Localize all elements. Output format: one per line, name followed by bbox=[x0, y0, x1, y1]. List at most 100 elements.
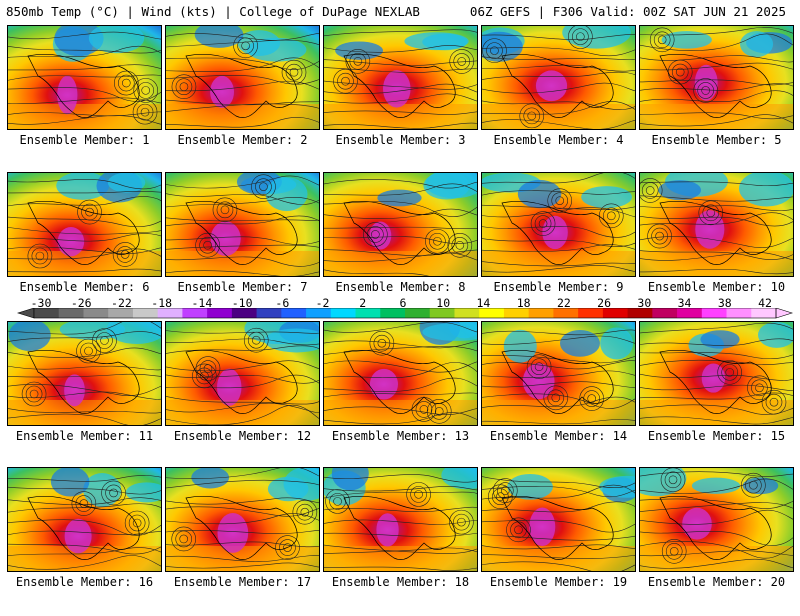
ensemble-member-label: Ensemble Member: 9 bbox=[493, 280, 624, 294]
colorbar-bin bbox=[256, 308, 282, 318]
colorbar-bin bbox=[380, 308, 406, 318]
colorbar-bin bbox=[677, 308, 703, 318]
colorbar-bin bbox=[231, 308, 258, 318]
temperature-map bbox=[7, 25, 162, 130]
colorbar-tick-label: -18 bbox=[151, 296, 173, 310]
colorbar-bin bbox=[751, 308, 777, 318]
ensemble-panel: Ensemble Member: 12 bbox=[165, 321, 320, 470]
ensemble-panel: Ensemble Member: 8 bbox=[323, 172, 478, 321]
ensemble-member-label: Ensemble Member: 7 bbox=[177, 280, 308, 294]
ensemble-member-label: Ensemble Member: 17 bbox=[173, 575, 312, 589]
temperature-map bbox=[639, 172, 794, 277]
colorbar-bin bbox=[34, 308, 60, 318]
colorbar-tick-label: -14 bbox=[191, 296, 213, 310]
colorbar-bin bbox=[479, 308, 505, 318]
ensemble-panel: Ensemble Member: 4 bbox=[481, 25, 636, 174]
colorbar-bin bbox=[330, 308, 357, 318]
colorbar-bin bbox=[652, 308, 678, 318]
temperature-map bbox=[323, 172, 478, 277]
ensemble-panel: Ensemble Member: 9 bbox=[481, 172, 636, 321]
ensemble-member-label: Ensemble Member: 19 bbox=[489, 575, 628, 589]
ensemble-member-label: Ensemble Member: 2 bbox=[177, 133, 308, 147]
colorbar-bin bbox=[429, 308, 455, 318]
temperature-map bbox=[323, 25, 478, 130]
header: 850mb Temp (°C) | Wind (kts) | College o… bbox=[0, 0, 800, 24]
colorbar-bin bbox=[602, 308, 629, 318]
temperature-map bbox=[481, 321, 636, 426]
colorbar-bin bbox=[157, 308, 183, 318]
ensemble-panel: Ensemble Member: 17 bbox=[165, 467, 320, 616]
colorbar-tick-label: 14 bbox=[476, 296, 491, 310]
colorbar-bin bbox=[132, 308, 159, 318]
temperature-map bbox=[481, 467, 636, 572]
ensemble-panel: Ensemble Member: 20 bbox=[639, 467, 794, 616]
colorbar-tick-label: 42 bbox=[758, 296, 772, 310]
temperature-map bbox=[165, 172, 320, 277]
colorbar-tick-label: 38 bbox=[717, 296, 732, 310]
colorbar-tick-label: 2 bbox=[359, 296, 367, 310]
temperature-map bbox=[639, 467, 794, 572]
ensemble-panel: Ensemble Member: 5 bbox=[639, 25, 794, 174]
ensemble-member-label: Ensemble Member: 15 bbox=[647, 429, 786, 443]
temperature-map bbox=[481, 172, 636, 277]
colorbar-right-arrow bbox=[775, 308, 794, 319]
colorbar-bin bbox=[528, 308, 554, 318]
colorbar-bin bbox=[503, 308, 530, 318]
map-title: 850mb Temp (°C) | Wind (kts) | College o… bbox=[6, 4, 420, 19]
colorbar-tick-label: -10 bbox=[231, 296, 253, 310]
colorbar-tick-label: -22 bbox=[111, 296, 132, 310]
ensemble-member-label: Ensemble Member: 8 bbox=[335, 280, 466, 294]
ensemble-member-label: Ensemble Member: 4 bbox=[493, 133, 624, 147]
ensemble-panel: Ensemble Member: 3 bbox=[323, 25, 478, 174]
colorbar-bin bbox=[83, 308, 109, 318]
colorbar-bin bbox=[726, 308, 752, 318]
ensemble-panel: Ensemble Member: 2 bbox=[165, 25, 320, 174]
ensemble-panel: Ensemble Member: 13 bbox=[323, 321, 478, 470]
colorbar-tick-label: 18 bbox=[516, 296, 531, 310]
temperature-map bbox=[165, 467, 320, 572]
temperature-map bbox=[7, 467, 162, 572]
temperature-colorbar: -30 -26 -22 -18 -14 -10 -6 -2 2 6 10 14 18 22 26 30 34 38… bbox=[0, 296, 800, 322]
temperature-map bbox=[165, 25, 320, 130]
colorbar-bin bbox=[207, 308, 233, 318]
temperature-map bbox=[481, 25, 636, 130]
colorbar-bin bbox=[306, 308, 332, 318]
ensemble-panel: Ensemble Member: 11 bbox=[7, 321, 162, 470]
ensemble-member-label: Ensemble Member: 1 bbox=[19, 133, 150, 147]
colorbar-tick-label: -6 bbox=[275, 296, 290, 310]
colorbar-tick-label: 6 bbox=[399, 296, 407, 310]
colorbar-tick-label: -26 bbox=[70, 296, 92, 310]
colorbar-tick-label: 22 bbox=[556, 296, 571, 310]
colorbar-bin bbox=[108, 308, 134, 318]
colorbar-tick-label: 26 bbox=[597, 296, 612, 310]
temperature-map bbox=[165, 321, 320, 426]
ensemble-member-label: Ensemble Member: 6 bbox=[19, 280, 150, 294]
temperature-map bbox=[639, 25, 794, 130]
ensemble-panel: Ensemble Member: 19 bbox=[481, 467, 636, 616]
ensemble-panel: Ensemble Member: 14 bbox=[481, 321, 636, 470]
ensemble-member-label: Ensemble Member: 11 bbox=[15, 429, 154, 443]
colorbar-tick-label: -30 bbox=[30, 296, 52, 310]
ensemble-panel: Ensemble Member: 1 bbox=[7, 25, 162, 174]
ensemble-member-label: Ensemble Member: 16 bbox=[15, 575, 154, 589]
temperature-map bbox=[7, 172, 162, 277]
ensemble-member-label: Ensemble Member: 3 bbox=[335, 133, 466, 147]
colorbar-bin bbox=[58, 308, 84, 318]
ensemble-panel: Ensemble Member: 18 bbox=[323, 467, 478, 616]
colorbar-bin bbox=[281, 308, 307, 318]
temperature-map bbox=[323, 467, 478, 572]
ensemble-panel: Ensemble Member: 16 bbox=[7, 467, 162, 616]
ensemble-member-label: Ensemble Member: 12 bbox=[173, 429, 312, 443]
colorbar-tick-label: 10 bbox=[436, 296, 451, 310]
temperature-map bbox=[323, 321, 478, 426]
ensemble-panel: Ensemble Member: 10 bbox=[639, 172, 794, 321]
colorbar-bin bbox=[627, 308, 653, 318]
ensemble-member-label: Ensemble Member: 20 bbox=[647, 575, 786, 589]
colorbar-scale bbox=[16, 308, 794, 319]
colorbar-bin bbox=[405, 308, 431, 318]
ensemble-panel: Ensemble Member: 15 bbox=[639, 321, 794, 470]
ensemble-panel: Ensemble Member: 7 bbox=[165, 172, 320, 321]
colorbar-bin bbox=[553, 308, 579, 318]
colorbar-tick-label: 30 bbox=[637, 296, 652, 310]
colorbar-bin bbox=[701, 308, 728, 318]
